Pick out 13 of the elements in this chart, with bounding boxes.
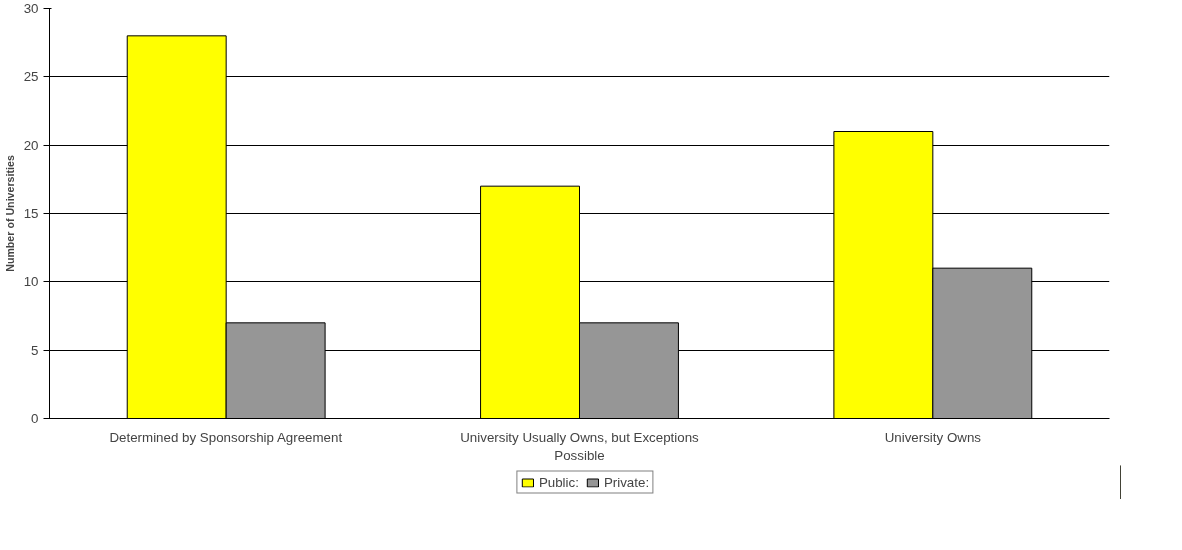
y-tick-label: 25: [23, 69, 39, 85]
y-tick-label: 15: [23, 206, 39, 221]
x-tick-label: Determined by Sponsorship Agreement: [109, 429, 343, 445]
legend-label: Public:: [538, 474, 579, 490]
legend-label: Private:: [603, 474, 650, 490]
y-tick-label: 20: [23, 137, 39, 153]
y-tick-label: 30: [23, 1, 39, 16]
y-axis-title: Number of Universities: [3, 155, 16, 272]
x-tick-label: University Owns: [884, 429, 982, 445]
y-tick-label: 5: [31, 342, 39, 358]
x-tick-label: University Usually Owns, but Exceptions Possible: [460, 429, 700, 463]
y-tick-label: 0: [31, 411, 39, 426]
y-tick-label: 10: [23, 274, 39, 290]
